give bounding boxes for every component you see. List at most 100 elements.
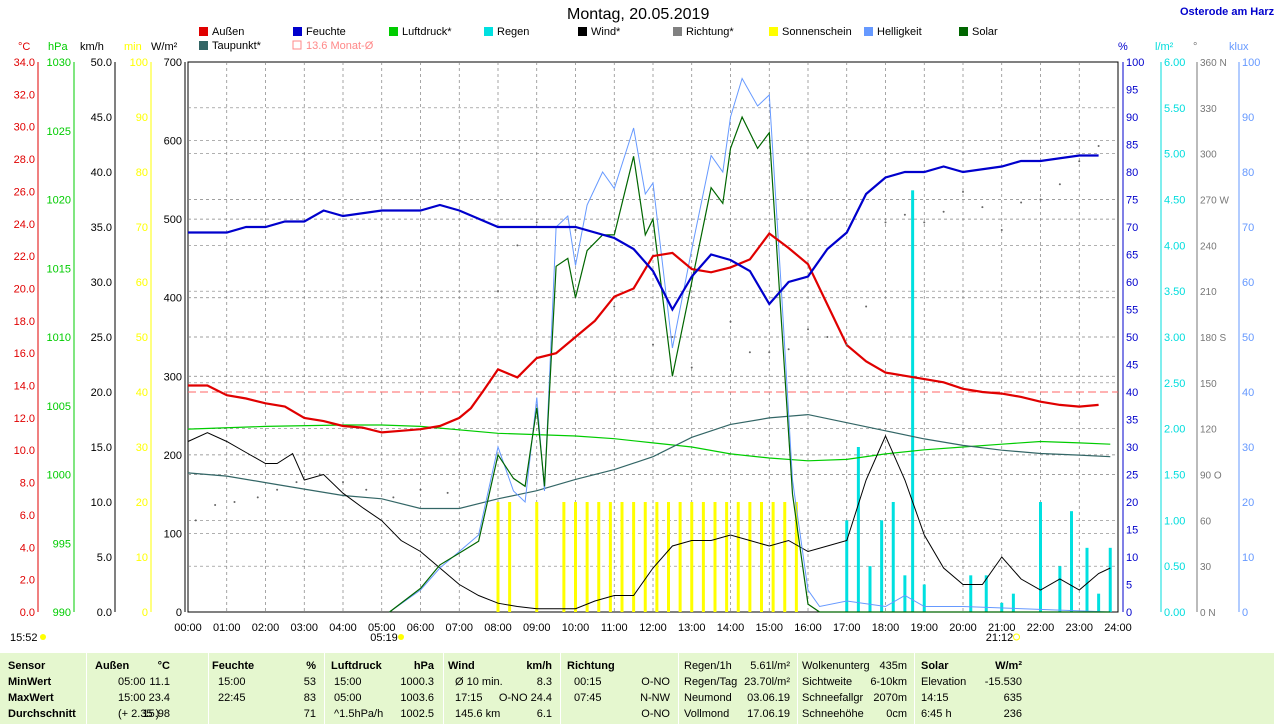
tick-pct: 40 (1126, 387, 1138, 399)
tick-min: 60 (136, 277, 148, 289)
tick-pct: 60 (1126, 277, 1138, 289)
wind-value: 6.1 (536, 708, 552, 720)
richtung-point (535, 221, 538, 224)
legend-swatch-richtung (673, 27, 682, 36)
weather-chart: Außen Feuchte Luftdruck* Regen Wind* Richtung… (10, 26, 1261, 644)
tick-pct: 0 (1126, 607, 1132, 619)
legend-label-aussen: Außen (212, 26, 244, 38)
tick-kmh: 15.0 (91, 442, 112, 454)
tick-temp: 22.0 (14, 251, 35, 263)
tick-deg: 180 S (1200, 333, 1226, 344)
richtung-point (768, 351, 771, 354)
richtung-point (690, 366, 693, 369)
tick-min: 70 (136, 222, 148, 234)
regen-bar (1097, 593, 1101, 612)
tick-pct: 20 (1126, 497, 1138, 509)
richtung-point (942, 210, 945, 213)
legend-label-luftdruck: Luftdruck* (402, 26, 452, 38)
x-tick: 19:00 (910, 622, 938, 634)
regen-bar (1039, 502, 1042, 612)
sonne-bar (771, 502, 775, 612)
unit-hpa: hPa (48, 41, 68, 53)
series-solar (389, 115, 1111, 613)
x-tick: 08:00 (484, 622, 512, 634)
tick-klux: 50 (1242, 332, 1254, 344)
series-feuchte (188, 154, 1099, 312)
tick-temp: 18.0 (14, 316, 35, 328)
wolken-value: 2070m (873, 692, 907, 704)
richtung-point (365, 488, 368, 491)
tick-wm2: 500 (164, 214, 182, 226)
sonne-bar (632, 502, 636, 612)
tick-min: 40 (136, 387, 148, 399)
richtung-point (516, 244, 519, 247)
tick-wm2: 400 (164, 293, 182, 305)
x-tick: 01:00 (213, 622, 241, 634)
regen-label: Regen/Tag (684, 676, 738, 688)
tick-hpa: 1030 (47, 57, 71, 69)
tick-min: 50 (136, 332, 148, 344)
tick-pct: 25 (1126, 470, 1138, 482)
richtung-point (256, 496, 259, 499)
tick-pct: 80 (1126, 167, 1138, 179)
axes: 0.0 2.0 4.0 6.0 8.0 10.0 12.0 14.0 16.0 18.0 20.0 2… (14, 41, 1261, 619)
tick-lm2: 1.00 (1164, 515, 1185, 527)
tick-pct: 75 (1126, 195, 1138, 207)
feuchte-value: 71 (303, 708, 316, 720)
legend-label-monat: 13.6 Monat-Ø (306, 40, 374, 52)
tick-lm2: 0.50 (1164, 561, 1185, 573)
sonne-bar (736, 502, 740, 612)
chart-title: Montag, 20.05.2019 (567, 6, 710, 23)
wolken-value: 0cm (886, 708, 907, 720)
sonne-bar (690, 502, 694, 612)
tick-wm2: 200 (164, 450, 182, 462)
tick-kmh: 35.0 (91, 222, 112, 234)
tick-deg: 150 (1200, 379, 1217, 390)
luftdruck-value: 1000.3 (400, 676, 434, 688)
wind-label: Ø 10 min. (455, 676, 503, 688)
sonne-bar (713, 502, 717, 612)
series-lines (187, 77, 1111, 613)
regen-value: 23.70l/m² (744, 676, 790, 688)
tick-temp: 30.0 (14, 122, 35, 134)
x-tick: 24:00 (1104, 622, 1132, 634)
sunrise-label: 05:19 (370, 632, 398, 644)
tick-min: 10 (136, 552, 148, 564)
wind-label: 145.6 km (455, 708, 501, 720)
regen-bar (969, 575, 973, 612)
richtung-point (342, 481, 344, 484)
richtung-value: N-NW (640, 692, 670, 704)
tick-hpa: 990 (53, 607, 71, 619)
richtung-point (233, 501, 236, 503)
unit-solar: W/m² (995, 660, 1022, 672)
regen-bar (1058, 566, 1062, 612)
tick-deg: 360 N (1200, 58, 1227, 69)
richtung-point (276, 488, 279, 491)
regen-bar (984, 575, 988, 612)
unit-pct: % (1118, 41, 1128, 53)
richtung-point (826, 336, 829, 338)
tick-deg: 240 (1200, 241, 1217, 252)
richtung-point (1039, 198, 1042, 201)
location-label: Osterode am Harz (1180, 6, 1274, 18)
tick-deg: 330 (1200, 104, 1217, 115)
x-tick: 05:00 (368, 622, 396, 634)
legend-swatch-monat (292, 40, 302, 50)
sonne-bar (725, 502, 729, 612)
unit-temp: °C (18, 41, 30, 53)
tick-min: 0 (142, 607, 148, 619)
series-taupunkt (187, 413, 1111, 510)
unit-feuchte: % (306, 660, 316, 672)
richtung-point (845, 343, 848, 346)
tick-deg: 90 O (1200, 471, 1222, 482)
tick-klux: 10 (1242, 552, 1254, 564)
richtung-point (807, 328, 809, 331)
tick-pct: 50 (1126, 332, 1138, 344)
richtung-point (729, 320, 732, 323)
unit-min: min (124, 41, 142, 53)
tick-deg: 270 W (1200, 196, 1229, 207)
richtung-point (295, 481, 298, 484)
unit-deg: ° (1193, 41, 1197, 53)
regen-bar (911, 190, 915, 613)
luftdruck-value: 1003.6 (400, 692, 434, 704)
